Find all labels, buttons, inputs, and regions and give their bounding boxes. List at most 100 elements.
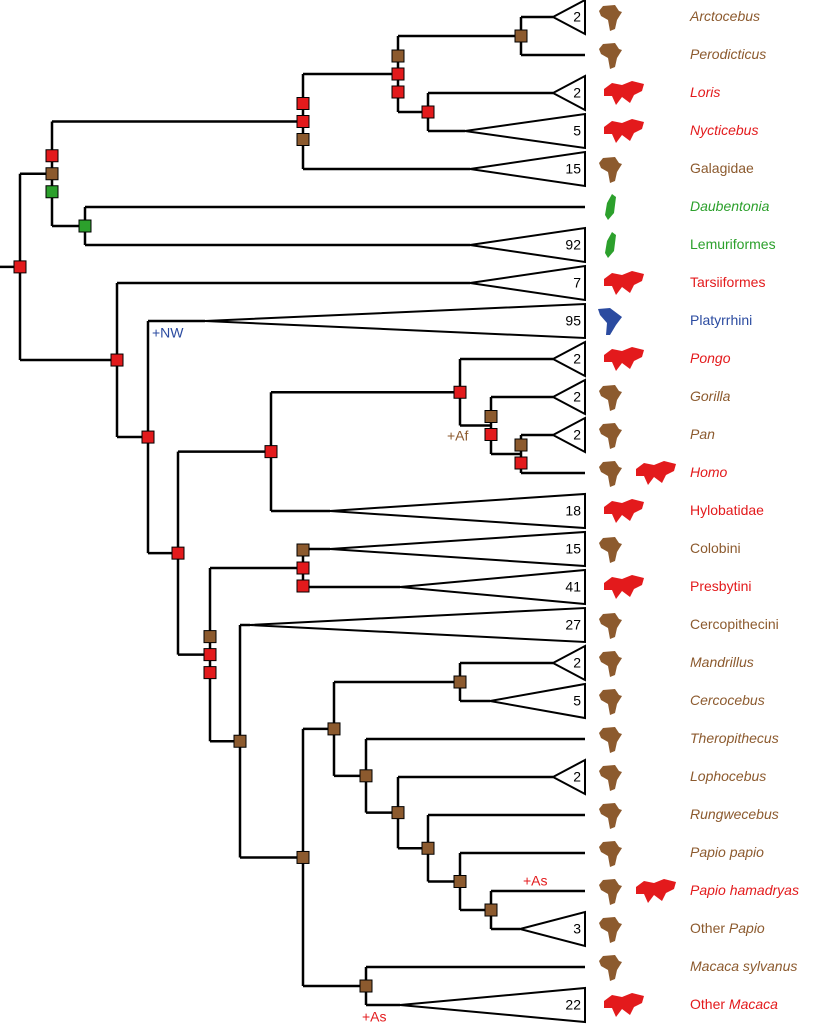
collapsed-clade [550,340,586,378]
collapsed-clade [489,682,586,720]
range-map [599,803,622,829]
state-box [296,543,310,557]
collapsed-clade [249,606,586,644]
tip-label: Cercocebus [690,692,765,708]
state-box [453,675,467,689]
state-box [484,428,498,441]
clade-count: 5 [573,693,581,709]
clade-count: 2 [573,9,581,25]
tip-name: Papio hamadryas [690,882,799,898]
tip-name: Lophocebus [690,768,766,784]
collapsed-clade [516,910,586,948]
tip-label: Cercopithecini [690,616,779,632]
clade-count: 27 [565,617,581,633]
collapsed-clade [469,264,586,302]
tip-label: Macaca sylvanus [690,958,797,974]
clade-count: 18 [565,503,581,519]
state-box [421,841,435,855]
tip-label: Hylobatidae [690,502,764,518]
tip-label: Lophocebus [690,768,766,784]
state-box [296,115,310,128]
tip-name: Other [690,920,725,936]
range-map [599,765,622,791]
state-box [296,561,310,575]
state-box [484,410,498,423]
tip-label: Homo [690,464,728,480]
range-map [604,575,644,599]
range-map [599,613,622,639]
dispersal-label: +NW [152,325,184,341]
tip-name: Arctocebus [689,8,760,24]
clade-count: 41 [565,579,581,595]
state-box [391,67,405,81]
tip-name: Gorilla [690,388,731,404]
tip-label: Papio papio [690,844,764,860]
state-box [484,903,498,917]
tip-name: Presbytini [690,578,751,594]
state-box [327,722,341,736]
collapsed-clade [329,530,586,568]
state-box [45,167,59,181]
dispersal-label: +As [523,873,548,889]
clade-count: 15 [565,541,581,557]
tip-name: Cercocebus [690,692,765,708]
tip-name: Macaca sylvanus [690,958,797,974]
tip-name: Hylobatidae [690,502,764,518]
collapsed-clade [464,112,586,150]
tip-name: Rungwecebus [690,806,779,822]
state-box [514,456,528,470]
collapsed-clade [469,150,586,188]
range-map [636,461,676,485]
tip-name: Theropithecus [690,730,779,746]
clade-count: 2 [573,351,581,367]
state-box [453,875,467,888]
collapsed-clade [550,378,586,416]
range-map [599,157,622,183]
tip-labels: Arctocebus Perodicticus Loris Nycticebus Gal… [689,8,799,1012]
dispersal-label: +As [362,1009,387,1025]
range-map [636,879,676,903]
tip-name: Perodicticus [690,46,766,62]
clade-count: 2 [573,85,581,101]
range-map [604,81,644,105]
tip-name: Daubentonia [690,198,770,214]
range-map [605,232,616,258]
clade-count: 15 [565,161,581,177]
state-box [203,648,217,662]
tip-label: Perodicticus [690,46,766,62]
range-map [599,385,622,411]
collapsed-clade [550,74,586,112]
tip-label: Mandrillus [690,654,754,670]
state-box [296,850,310,864]
clade-count: 3 [573,921,581,937]
tip-label: Other Papio [690,920,765,936]
range-map [598,308,622,335]
tip-label: Loris [690,84,720,100]
collapsed-clade [399,986,586,1024]
tip-label: Lemuriformes [690,236,776,252]
tip-name: Homo [690,464,728,480]
range-map [599,727,622,753]
range-map [599,537,622,563]
state-box [233,734,247,748]
tip-name: Platyrrhini [690,312,752,328]
tip-label: Daubentonia [690,198,770,214]
tip-name: Pongo [690,350,731,366]
tip-label: Pongo [690,350,731,366]
tip-label: Platyrrhini [690,312,752,328]
tip-name: Loris [690,84,720,100]
tip-label: Rungwecebus [690,806,779,822]
range-map [599,423,622,449]
collapsed-clade [399,568,586,606]
collapsed-clade [550,416,586,454]
collapsed-clade [550,0,586,36]
state-box [45,149,59,163]
clade-count: 2 [573,769,581,785]
clade-count: 22 [565,997,581,1013]
clade-count: 2 [573,655,581,671]
tip-label: Tarsiiformes [690,274,765,290]
tip-genus: Papio [729,920,765,936]
tip-name: Nycticebus [690,122,758,138]
tip-name: Papio papio [690,844,764,860]
